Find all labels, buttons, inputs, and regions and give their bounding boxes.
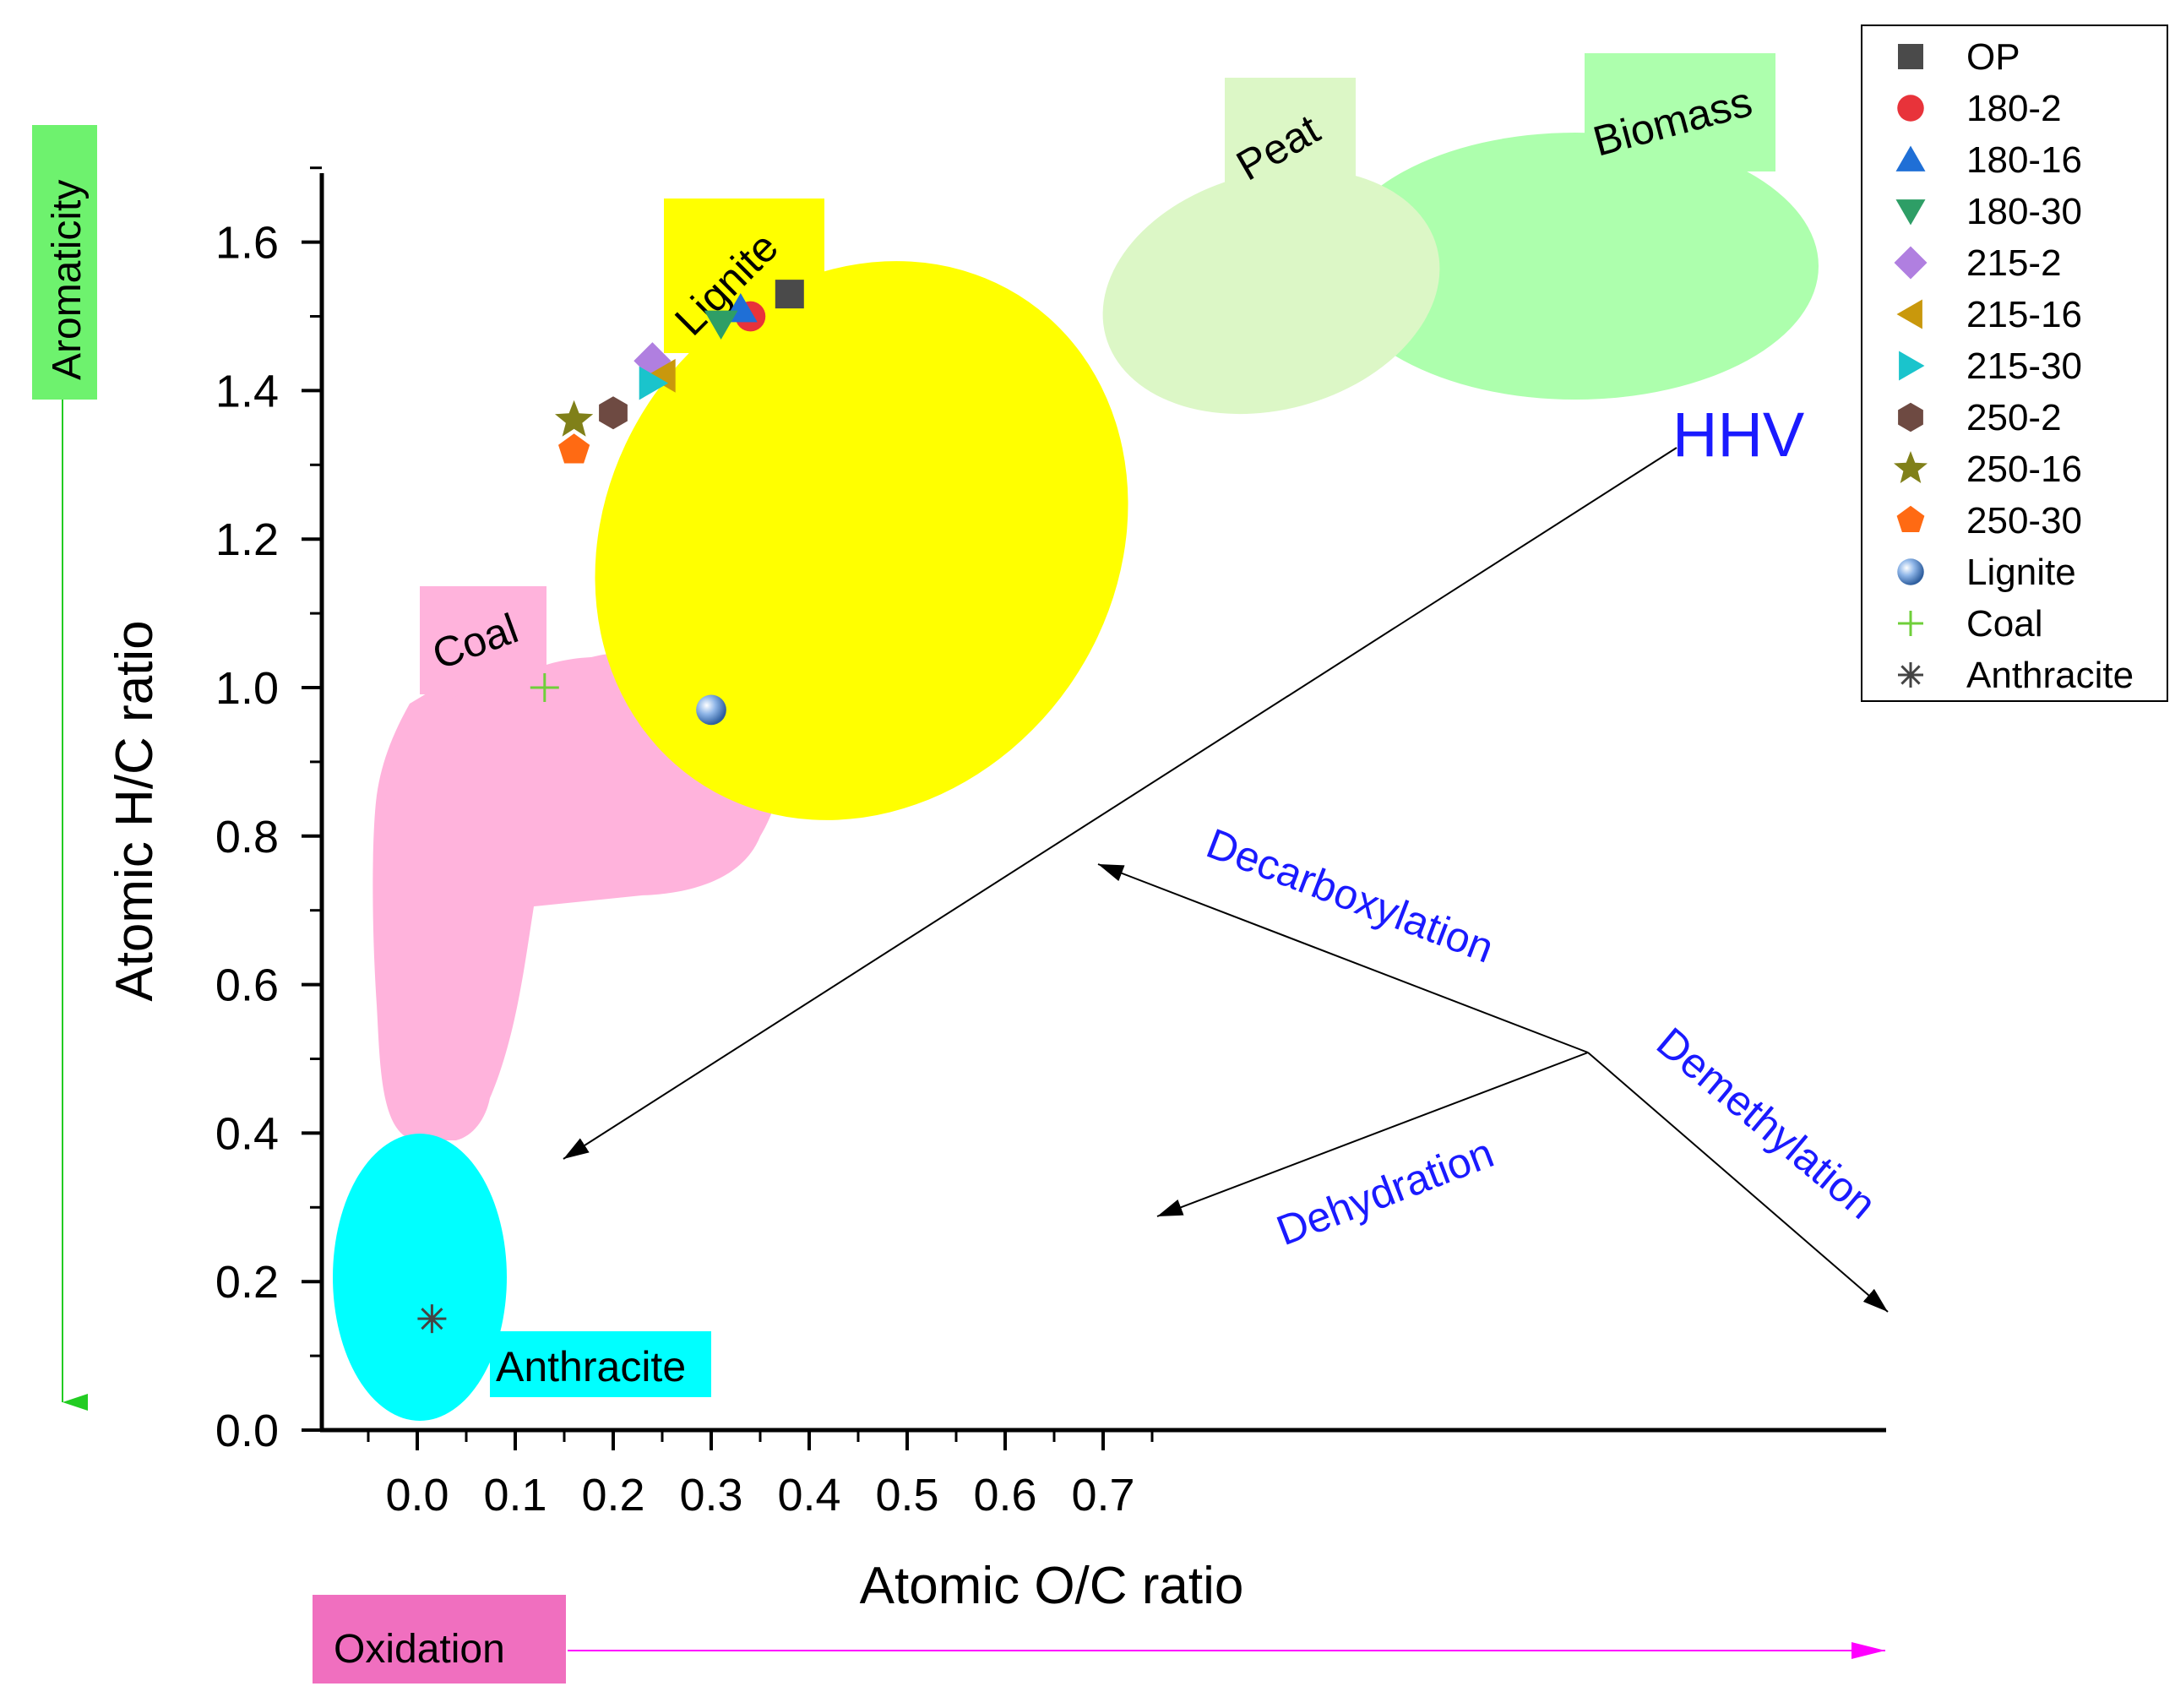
legend-marker-215-2 (1894, 246, 1928, 280)
x-ticks: 0.0 0.1 0.2 0.3 0.4 0.5 0.6 0.7 (367, 1430, 1154, 1520)
legend-label-anthracite: Anthracite (1966, 655, 2134, 696)
legend-marker-215-16 (1896, 299, 1922, 329)
region-anthracite (333, 1134, 507, 1421)
x-tick-label: 0.1 (483, 1470, 546, 1520)
legend-label-250-30: 250-30 (1966, 500, 2082, 541)
legend-marker-180-2 (1897, 95, 1924, 122)
oxidation-label: Oxidation (334, 1627, 505, 1672)
oxidation-box (313, 1595, 566, 1684)
y-tick-label: 1.6 (215, 218, 279, 269)
point-215-30 (639, 366, 669, 400)
biomass-label-box (1585, 53, 1775, 171)
region-lignite (595, 261, 1128, 820)
legend-label-215-30: 215-30 (1966, 345, 2082, 387)
y-tick-label: 0.0 (215, 1406, 279, 1456)
legend-label-250-16: 250-16 (1966, 449, 2082, 490)
legend-marker-op (1898, 44, 1923, 69)
legend-marker-180-16 (1895, 145, 1926, 171)
legend-label-215-2: 215-2 (1966, 242, 2062, 284)
region-peat (1102, 168, 1440, 415)
point-250-2 (599, 396, 628, 430)
legend-marker-180-30 (1895, 199, 1926, 226)
legend-marker-250-30 (1896, 505, 1925, 532)
y-tick-label: 1.2 (215, 514, 279, 565)
dehydration-label: Dehydration (1270, 1129, 1500, 1254)
legend-label-250-2: 250-2 (1966, 397, 2062, 438)
regions (333, 133, 1819, 1421)
region-coal (372, 656, 781, 1140)
legend-marker-coal (1898, 611, 1923, 636)
legend-label-215-16: 215-16 (1966, 294, 2082, 335)
legend-label-180-2: 180-2 (1966, 88, 2062, 129)
x-tick-label: 0.6 (973, 1470, 1036, 1520)
decarboxylation-arrow (1097, 863, 1589, 1053)
y-tick-label: 0.6 (215, 960, 279, 1011)
y-tick-label: 0.8 (215, 812, 279, 862)
y-tick-label: 0.2 (215, 1257, 279, 1308)
point-anthracite (417, 1304, 447, 1334)
point-250-30 (558, 433, 590, 464)
point-215-16 (646, 358, 676, 393)
legend-marker-250-2 (1898, 402, 1923, 432)
demethylation-label: Demethylation (1648, 1019, 1885, 1228)
x-tick-label: 0.7 (1071, 1470, 1134, 1520)
region-biomass (1332, 133, 1819, 400)
y-tick-label: 1.4 (215, 366, 279, 416)
x-tick-label: 0.4 (777, 1470, 840, 1520)
axes: 0.0 0.1 0.2 0.3 0.4 0.5 0.6 0.7 0.0 0.2 0.4 0.6 0.8… (215, 166, 1886, 1520)
y-axis-title: Atomic H/C ratio (106, 620, 164, 1001)
pathway-arrows (563, 447, 1889, 1313)
point-250-16 (555, 400, 594, 437)
anthracite-label-box (490, 1331, 711, 1397)
x-axis-title: Atomic O/C ratio (860, 1557, 1244, 1615)
x-tick-label: 0.2 (581, 1470, 644, 1520)
aromaticity-label: Aromaticity (45, 180, 90, 380)
hhv-arrow (563, 447, 1677, 1160)
point-op (775, 280, 804, 309)
demethylation-arrow (1587, 1052, 1889, 1313)
legend-marker-250-16 (1894, 451, 1928, 483)
legend-label-180-16: 180-16 (1966, 139, 2082, 181)
anthracite-label: Anthracite (496, 1343, 686, 1390)
y-ticks: 0.0 0.2 0.4 0.6 0.8 1.0 1.2 1.4 1.6 (215, 166, 322, 1456)
legend-label-op: OP (1966, 36, 2020, 78)
legend-marker-anthracite (1898, 662, 1923, 688)
point-180-30 (704, 310, 738, 340)
x-tick-label: 0.3 (679, 1470, 742, 1520)
decarboxylation-label: Decarboxylation (1200, 819, 1500, 972)
y-tick-label: 0.4 (215, 1108, 279, 1159)
legend: OP 180-2 180-16 180-30 215-2 215-16 215-30 250-… (1894, 36, 2134, 696)
dehydration-arrow (1156, 1052, 1589, 1217)
oxidation-indicator: Oxidation (313, 1595, 1885, 1684)
peat-label-box (1225, 78, 1356, 206)
x-tick-label: 0.5 (875, 1470, 938, 1520)
coal-label-box (420, 586, 546, 694)
region-labels: Biomass Peat Lignite Coal Anthracite (420, 53, 1775, 1397)
hhv-label: HHV (1672, 400, 1805, 470)
point-coal (530, 673, 559, 702)
region-coal-upper (384, 653, 629, 807)
aromaticity-indicator: Aromaticity (32, 125, 97, 1411)
legend-label-lignite: Lignite (1966, 552, 2076, 593)
data-points (417, 280, 804, 1334)
aromaticity-box (32, 125, 97, 400)
legend-marker-215-30 (1899, 351, 1925, 381)
point-lignite (696, 694, 726, 726)
legend-label-coal: Coal (1966, 603, 2043, 645)
legend-label-180-30: 180-30 (1966, 191, 2082, 232)
y-tick-label: 1.0 (215, 663, 279, 714)
x-tick-label: 0.0 (385, 1470, 449, 1520)
legend-marker-lignite (1897, 558, 1924, 585)
